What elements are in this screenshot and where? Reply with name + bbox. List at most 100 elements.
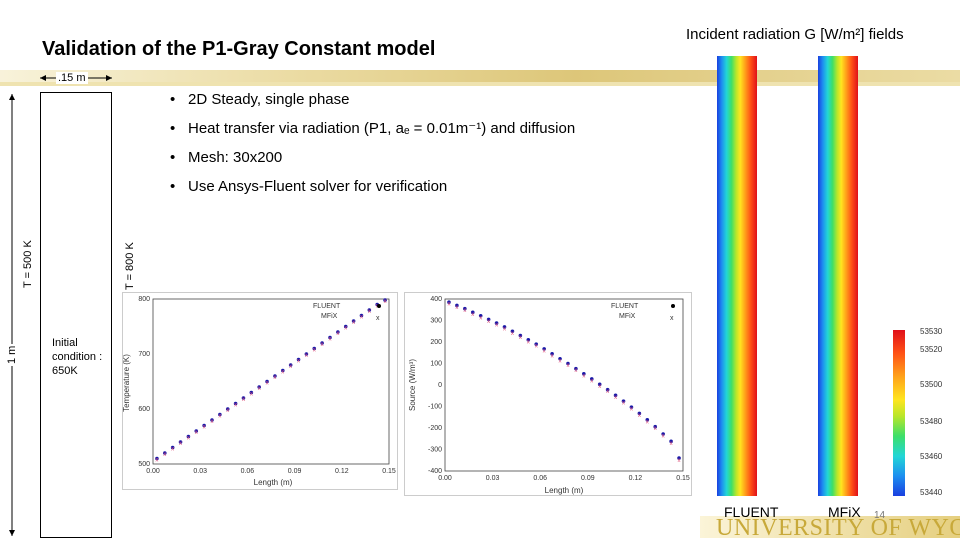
data-point-fluent — [312, 346, 317, 351]
data-point-mfix: x — [574, 368, 577, 374]
temperature-ticks: 0.00 0.03 0.06 0.09 0.12 0.15 800 700 600 500 — [138, 296, 396, 475]
data-point-fluent — [486, 317, 491, 322]
x-tick-label: 0.00 — [146, 468, 160, 475]
source-y-label: Source (W/m³) — [408, 359, 417, 411]
y-tick-label: 800 — [138, 296, 150, 303]
data-point-fluent — [669, 439, 673, 444]
data-point-fluent — [574, 366, 578, 371]
data-point-fluent — [265, 379, 269, 384]
data-point-fluent — [518, 333, 523, 338]
data-point-mfix: x — [171, 447, 174, 453]
data-point-mfix: x — [305, 353, 308, 359]
data-point-mfix: x — [662, 434, 665, 440]
legend-tick: 53500 — [920, 380, 943, 389]
data-point-fluent — [320, 341, 324, 345]
gold-header-band-thin — [0, 82, 960, 86]
data-point-mfix: x — [273, 375, 276, 381]
data-point-fluent — [367, 308, 372, 312]
data-point-mfix: x — [527, 339, 530, 345]
x-tick-label: 0.00 — [438, 475, 452, 482]
data-point-fluent — [637, 411, 642, 416]
data-point-mfix: x — [234, 403, 237, 409]
data-point-mfix: x — [250, 392, 253, 398]
data-point-fluent — [249, 390, 254, 395]
bullet-item: Mesh: 30x200 — [170, 148, 590, 168]
data-point-fluent — [233, 401, 238, 406]
data-point-fluent — [629, 405, 634, 409]
bullet-item: 2D Steady, single phase — [170, 90, 590, 110]
legend-mfix-marker: x — [670, 315, 674, 322]
data-point-mfix: x — [289, 364, 292, 370]
data-point-fluent — [170, 445, 175, 450]
data-point-fluent — [288, 363, 293, 367]
data-point-fluent — [653, 424, 658, 429]
legend-fluent-label: FLUENT — [313, 303, 341, 310]
data-point-mfix: x — [163, 452, 166, 458]
bullet-item: Heat transfer via radiation (P1, aₑ = 0.… — [170, 119, 590, 139]
legend-fluent-marker — [671, 304, 675, 308]
left-boundary-label: T = 500 K — [22, 240, 34, 288]
data-point-fluent — [178, 440, 183, 444]
data-point-mfix: x — [630, 407, 633, 413]
right-boundary-label: T = 800 K — [124, 242, 136, 290]
y-tick-label: 500 — [138, 461, 150, 468]
data-point-mfix: x — [463, 308, 466, 314]
bullet-list: 2D Steady, single phase Heat transfer vi… — [170, 90, 590, 206]
data-point-mfix: x — [551, 353, 554, 359]
slide-title: Validation of the P1-Gray Constant model — [42, 38, 436, 60]
legend-tick: 53460 — [920, 452, 943, 461]
university-logo: UNIVERSITY OF WYOMING — [716, 515, 960, 540]
data-point-mfix: x — [321, 342, 324, 348]
data-point-fluent — [447, 300, 451, 305]
data-point-fluent — [534, 342, 539, 346]
data-point-mfix: x — [503, 326, 506, 332]
y-tick-label: 400 — [430, 296, 442, 303]
data-point-fluent — [163, 451, 167, 455]
y-tick-label: -400 — [428, 468, 442, 475]
legend-mfix-label: MFiX — [321, 313, 338, 320]
data-point-fluent — [621, 399, 626, 403]
data-point-fluent — [257, 385, 261, 389]
data-point-fluent — [542, 347, 546, 351]
data-point-mfix: x — [559, 358, 562, 364]
data-point-mfix: x — [487, 319, 490, 325]
y-tick-label: 0 — [438, 382, 442, 389]
data-point-mfix: x — [313, 348, 316, 354]
domain-rectangle — [40, 92, 112, 538]
data-point-fluent — [296, 357, 301, 362]
data-point-fluent — [210, 418, 214, 422]
data-point-mfix: x — [281, 370, 284, 376]
y-tick-label: 100 — [430, 361, 442, 368]
data-point-fluent — [597, 382, 602, 387]
y-tick-label: 200 — [430, 339, 442, 346]
x-tick-label: 0.12 — [629, 475, 643, 482]
data-point-fluent — [359, 313, 364, 318]
data-point-mfix: x — [535, 344, 538, 350]
initial-condition-label: Initial condition : 650K — [52, 337, 103, 377]
data-point-mfix: x — [519, 335, 522, 341]
y-tick-label: -300 — [428, 447, 442, 454]
y-tick-label: 300 — [430, 318, 442, 325]
data-point-mfix: x — [479, 315, 482, 321]
data-point-fluent — [478, 313, 483, 318]
data-point-mfix: x — [179, 441, 182, 447]
data-point-fluent — [558, 356, 562, 361]
mfix-caption: MFiX — [828, 504, 861, 520]
data-point-mfix: x — [266, 381, 269, 387]
data-point-mfix: x — [614, 395, 617, 401]
legend-tick: 53440 — [920, 488, 943, 497]
data-point-mfix: x — [455, 305, 458, 311]
source-x-label: Length (m) — [545, 486, 584, 495]
data-point-fluent — [304, 352, 309, 356]
data-point-fluent — [336, 330, 340, 334]
domain-width-label: .15 m — [56, 72, 88, 84]
data-point-fluent — [510, 329, 515, 334]
x-tick-label: 0.15 — [382, 468, 396, 475]
data-point-fluent — [470, 310, 475, 315]
legend-mfix-marker: x — [376, 315, 380, 322]
data-point-fluent — [494, 321, 499, 325]
x-tick-label: 0.09 — [288, 468, 302, 475]
data-point-fluent — [328, 335, 332, 340]
